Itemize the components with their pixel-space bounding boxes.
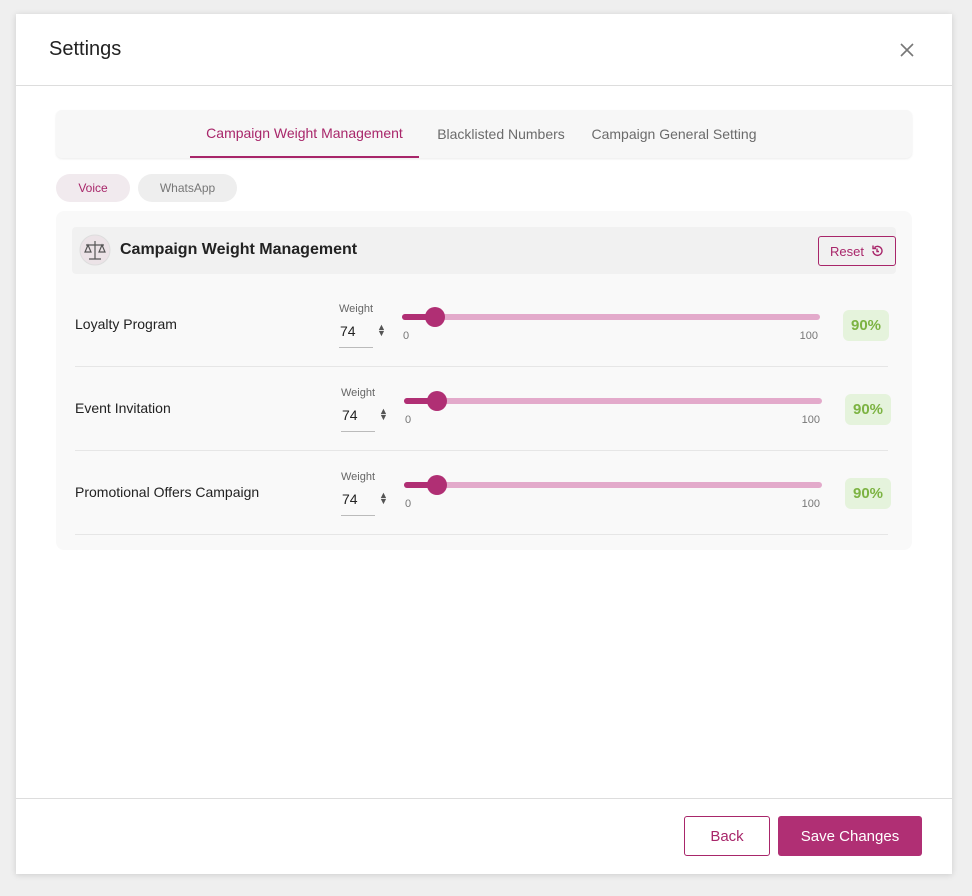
slider-track xyxy=(404,398,822,404)
tab[interactable]: Blacklisted Numbers xyxy=(437,126,565,142)
input-underline xyxy=(341,515,375,516)
slider-max-label: 100 xyxy=(799,330,818,342)
tab-bar: Campaign Weight Management Blacklisted Nu… xyxy=(56,110,912,158)
weight-input[interactable]: 74 xyxy=(342,407,358,423)
slider-max-label: 100 xyxy=(801,498,820,510)
percent-badge: 90% xyxy=(843,310,889,341)
weight-label: Weight xyxy=(341,387,376,399)
slider-thumb[interactable] xyxy=(427,475,448,495)
spinner[interactable]: ▲ ▼ xyxy=(377,322,386,338)
weight-input[interactable]: 74 xyxy=(342,491,358,507)
slider-fill xyxy=(404,398,438,404)
channel-pill[interactable]: WhatsApp xyxy=(138,174,237,202)
reset-label: Reset xyxy=(830,243,864,259)
row-divider xyxy=(75,534,888,535)
input-underline xyxy=(339,347,373,348)
save-button[interactable]: Save Changes xyxy=(778,816,922,856)
tab[interactable]: Campaign General Setting xyxy=(591,126,757,142)
slider-track xyxy=(402,314,820,320)
percent-badge: 90% xyxy=(845,394,891,425)
tab[interactable]: Campaign Weight Management xyxy=(190,110,419,158)
row-divider xyxy=(75,366,888,367)
header-divider xyxy=(16,85,952,86)
input-underline xyxy=(341,431,375,432)
slider-thumb[interactable] xyxy=(425,307,446,327)
scales-icon xyxy=(79,234,111,266)
weight-label: Weight xyxy=(339,303,374,315)
slider-fill xyxy=(404,482,438,488)
row-label: Event Invitation xyxy=(75,400,171,416)
slider-min-label: 0 xyxy=(405,498,412,510)
back-button[interactable]: Back xyxy=(684,816,770,856)
panel-header xyxy=(72,227,896,274)
slider-thumb[interactable] xyxy=(427,391,448,411)
channel-pill[interactable]: Voice xyxy=(56,174,130,202)
row-label: Promotional Offers Campaign xyxy=(75,484,260,500)
slider-track xyxy=(404,482,822,488)
footer-divider xyxy=(16,798,952,799)
reset-button[interactable]: Reset xyxy=(818,236,896,266)
weight-label: Weight xyxy=(341,471,376,483)
row-divider xyxy=(75,450,888,451)
close-button[interactable] xyxy=(900,43,914,57)
spinner[interactable]: ▲ ▼ xyxy=(379,490,388,506)
panel-title: Campaign Weight Management xyxy=(120,241,358,258)
slider-min-label: 0 xyxy=(405,414,412,426)
slider-fill xyxy=(402,314,436,320)
reset-icon xyxy=(872,245,883,257)
spinner[interactable]: ▲ ▼ xyxy=(379,406,388,422)
row-label: Loyalty Program xyxy=(75,316,177,332)
weight-input[interactable]: 74 xyxy=(340,323,356,339)
percent-badge: 90% xyxy=(845,478,891,509)
slider-max-label: 100 xyxy=(801,414,820,426)
dialog-title: Settings xyxy=(49,38,122,60)
slider-min-label: 0 xyxy=(403,330,410,342)
